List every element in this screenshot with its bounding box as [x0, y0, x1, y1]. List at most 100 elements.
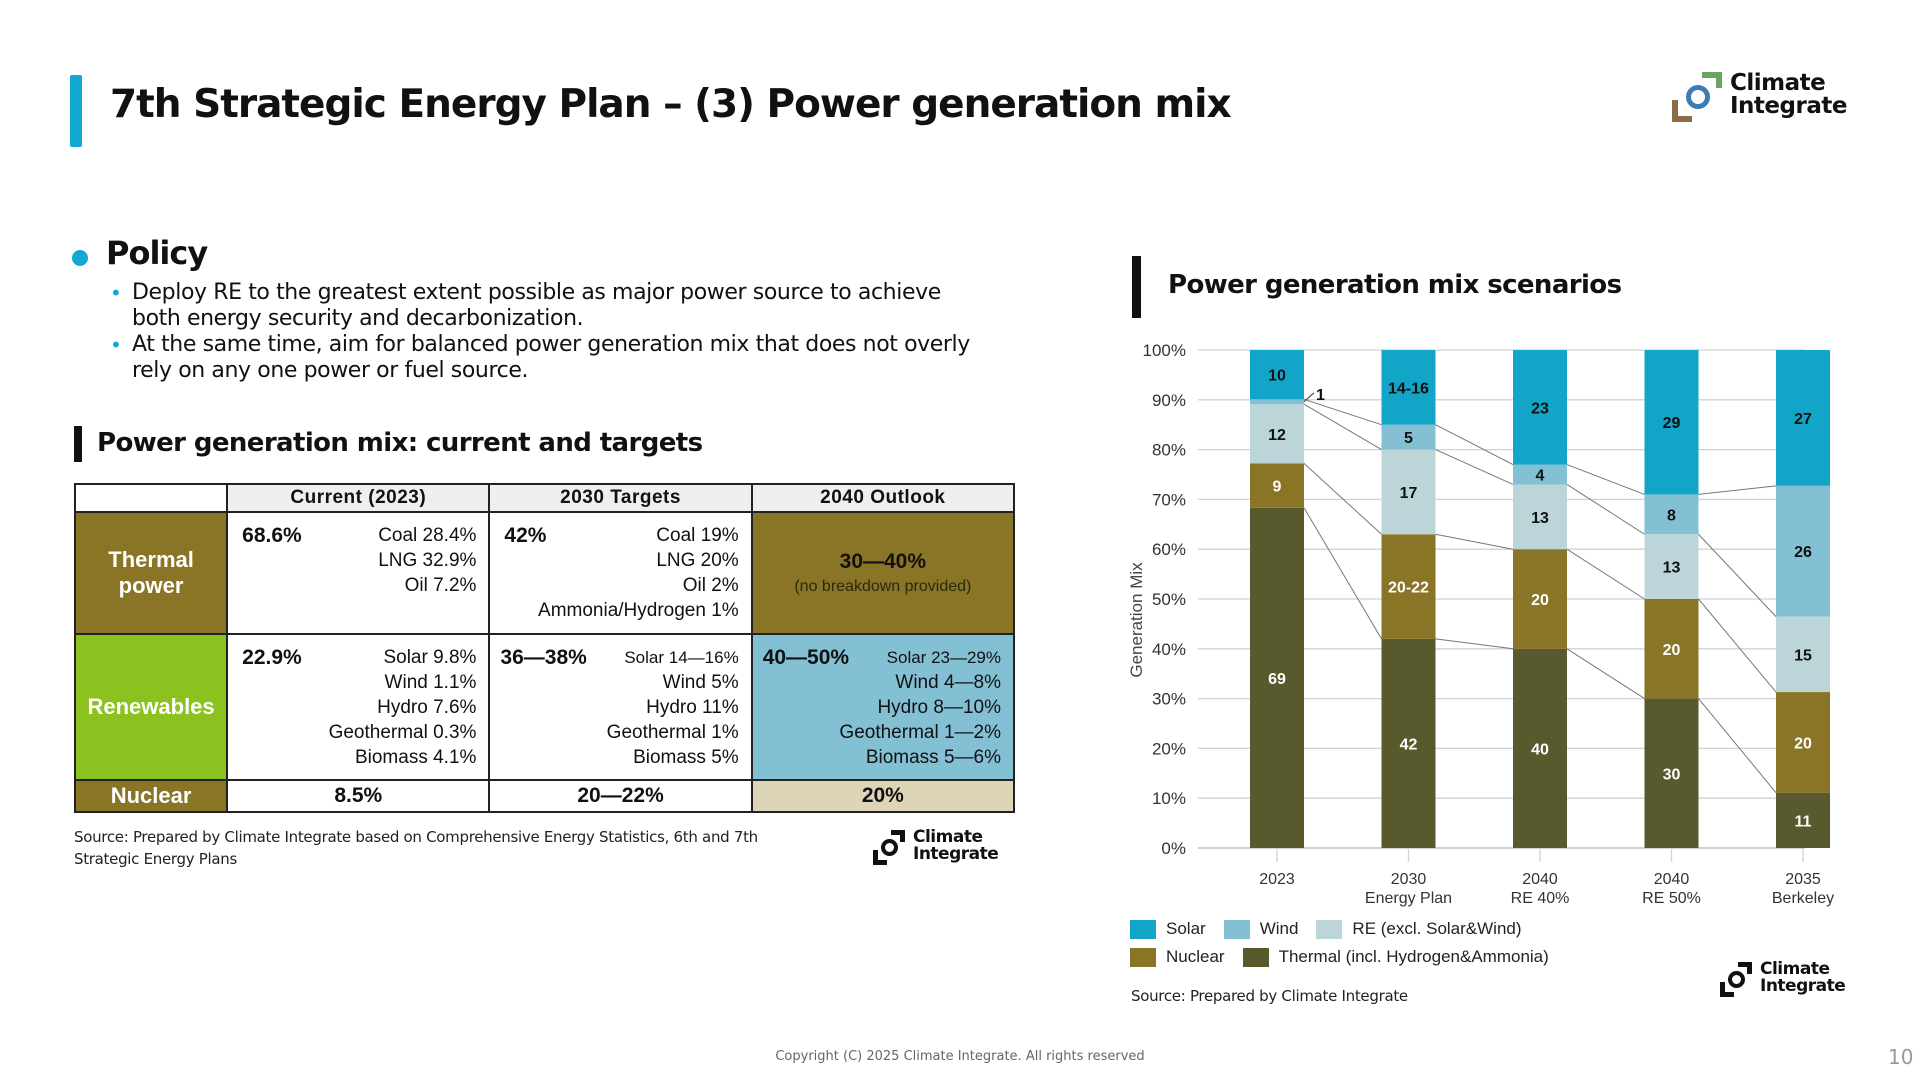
- cell-renewables-2030: 36—38% Solar 14—16% Wind 5% Hydro 11% Ge…: [488, 633, 753, 781]
- data-label: 10: [1268, 368, 1286, 385]
- data-label: 29: [1663, 415, 1681, 432]
- y-tick-label: 70%: [1152, 490, 1186, 509]
- bar-segment-thermal: [1381, 638, 1436, 848]
- breakdown-line: Coal 28.4%: [378, 525, 477, 546]
- data-label: 26: [1794, 544, 1812, 561]
- breakdown-line: Ammonia/Hydrogen 1%: [538, 600, 739, 621]
- data-label: 69: [1268, 671, 1286, 688]
- connector-line: [1698, 533, 1777, 617]
- thermal-current-total: 68.6%: [242, 524, 302, 547]
- breakdown-line: Wind 5%: [662, 672, 739, 693]
- data-label-leader: [1303, 392, 1315, 403]
- column-header-2040: 2040 Outlook: [750, 483, 1016, 513]
- logo-mark-icon: [1672, 70, 1722, 122]
- logo-text-line1: Climate: [1760, 959, 1830, 979]
- legend-swatch: [1223, 919, 1250, 939]
- chart-gridlines: 0% 10% 20% 30% 40% 50% 60% 70% 80% 90% 100%: [1143, 341, 1805, 858]
- logo-text-line2: Integrate: [913, 844, 999, 864]
- logo-text-line1: Climate: [1730, 70, 1826, 96]
- climate-integrate-logo-small: Climate Integrate: [873, 828, 999, 865]
- breakdown-line: Coal 19%: [656, 525, 739, 546]
- data-label: 20: [1531, 592, 1549, 609]
- bar-segment-nuclear: [1381, 534, 1436, 639]
- legend-label: Nuclear: [1166, 947, 1225, 966]
- y-tick-label: 30%: [1152, 690, 1186, 709]
- breakdown-line: Hydro 8—10%: [877, 697, 1001, 718]
- section-accent-bar: [74, 426, 82, 462]
- connector-line: [1698, 698, 1777, 793]
- generation-mix-table: Current (2023) 2030 Targets 2040 Outlook…: [73, 483, 1016, 813]
- bar-segment-wind: [1513, 464, 1567, 485]
- data-label: 4: [1536, 468, 1545, 485]
- bar-segment-nuclear: [1250, 463, 1304, 508]
- y-tick-label: 40%: [1152, 640, 1186, 659]
- row-header-nuclear: Nuclear: [73, 779, 229, 813]
- chart-bars: [1250, 350, 1830, 848]
- logo-mark-icon: [1720, 960, 1752, 997]
- policy-heading: Policy: [106, 234, 208, 272]
- breakdown-line: Oil 7.2%: [404, 575, 477, 596]
- data-label: 42: [1400, 736, 1418, 753]
- renewables-2030-total: 36—38%: [500, 646, 587, 669]
- policy-item: Deploy RE to the greatest extent possibl…: [110, 280, 990, 332]
- thermal-2040-total: 30—40%: [839, 550, 927, 573]
- data-label: 20: [1794, 735, 1812, 752]
- data-label: 40: [1531, 741, 1549, 758]
- cell-nuclear-2040: 20%: [750, 779, 1016, 813]
- logo-text-line2: Integrate: [1730, 93, 1847, 119]
- breakdown-line: Hydro 7.6%: [377, 697, 477, 718]
- breakdown-line: Wind 4—8%: [895, 672, 1001, 693]
- bar-segment-re: [1381, 449, 1436, 535]
- page-title: 7th Strategic Energy Plan – (3) Power ge…: [110, 82, 1232, 127]
- y-tick-label: 20%: [1152, 739, 1186, 758]
- breakdown-line: Solar 14—16%: [624, 648, 739, 667]
- table-row-renewables: Renewables 22.9% Solar 9.8% Wind 1.1% Hy…: [73, 633, 1016, 781]
- page-number: 10: [1888, 1045, 1914, 1069]
- y-axis-label: Generation Mix: [1127, 562, 1146, 678]
- legend-row: Solar Wind RE (excl. Solar&Wind): [1130, 915, 1567, 943]
- data-label: 5: [1404, 430, 1413, 447]
- copyright-notice: Copyright (C) 2025 Climate Integrate. Al…: [775, 1049, 1145, 1064]
- chart-section-title: Power generation mix scenarios: [1168, 270, 1622, 300]
- breakdown-line: LNG 20%: [656, 550, 739, 571]
- x-tick-label: Berkeley: [1772, 890, 1834, 907]
- x-tick-label: RE 40%: [1511, 890, 1570, 907]
- row-header-thermal-line2: power: [118, 573, 184, 598]
- table-source-note: Source: Prepared by Climate Integrate ba…: [74, 828, 758, 868]
- connector-line: [1435, 424, 1514, 465]
- data-label: 1: [1316, 387, 1325, 404]
- bar-segment-re: [1644, 534, 1699, 599]
- y-tick-label: 100%: [1143, 341, 1186, 360]
- bar-segment-re: [1513, 484, 1567, 550]
- x-tick-label: 2040: [1522, 871, 1558, 888]
- climate-integrate-logo: Climate Integrate: [1672, 70, 1847, 122]
- connector-line: [1435, 449, 1514, 485]
- bar-segment-wind: [1250, 399, 1304, 405]
- breakdown-line: Biomass 5—6%: [865, 747, 1001, 768]
- bar-segment-solar: [1776, 350, 1830, 486]
- bar-segment-nuclear: [1776, 692, 1830, 793]
- breakdown-line: Geothermal 1%: [606, 722, 739, 743]
- bar-segment-wind: [1381, 424, 1436, 450]
- bar-segment-nuclear: [1513, 549, 1567, 649]
- data-label: 11: [1795, 813, 1812, 830]
- connector-line: [1566, 484, 1645, 535]
- breakdown-line: Oil 2%: [682, 575, 739, 596]
- connector-line: [1566, 648, 1645, 700]
- data-label: 12: [1268, 427, 1286, 444]
- chart-connector-lines: [1303, 398, 1777, 793]
- policy-bullet-icon: [72, 250, 88, 266]
- bar-segment-nuclear: [1644, 599, 1699, 699]
- bar-segment-solar: [1250, 350, 1304, 400]
- title-accent-bar: [70, 75, 82, 147]
- connector-line: [1698, 485, 1777, 495]
- column-header-2030: 2030 Targets: [488, 483, 753, 513]
- data-label: 8: [1667, 507, 1676, 524]
- data-label: 20: [1663, 642, 1681, 659]
- cell-renewables-current: 22.9% Solar 9.8% Wind 1.1% Hydro 7.6% Ge…: [226, 633, 491, 781]
- breakdown-line: Biomass 5%: [633, 747, 739, 768]
- policy-item: At the same time, aim for balanced power…: [110, 332, 990, 384]
- renewables-2040-total: 40—50%: [762, 646, 850, 669]
- bar-segment-solar: [1381, 350, 1436, 425]
- cell-thermal-2030: 42% Coal 19% LNG 20% Oil 2% Ammonia/Hydr…: [488, 511, 753, 635]
